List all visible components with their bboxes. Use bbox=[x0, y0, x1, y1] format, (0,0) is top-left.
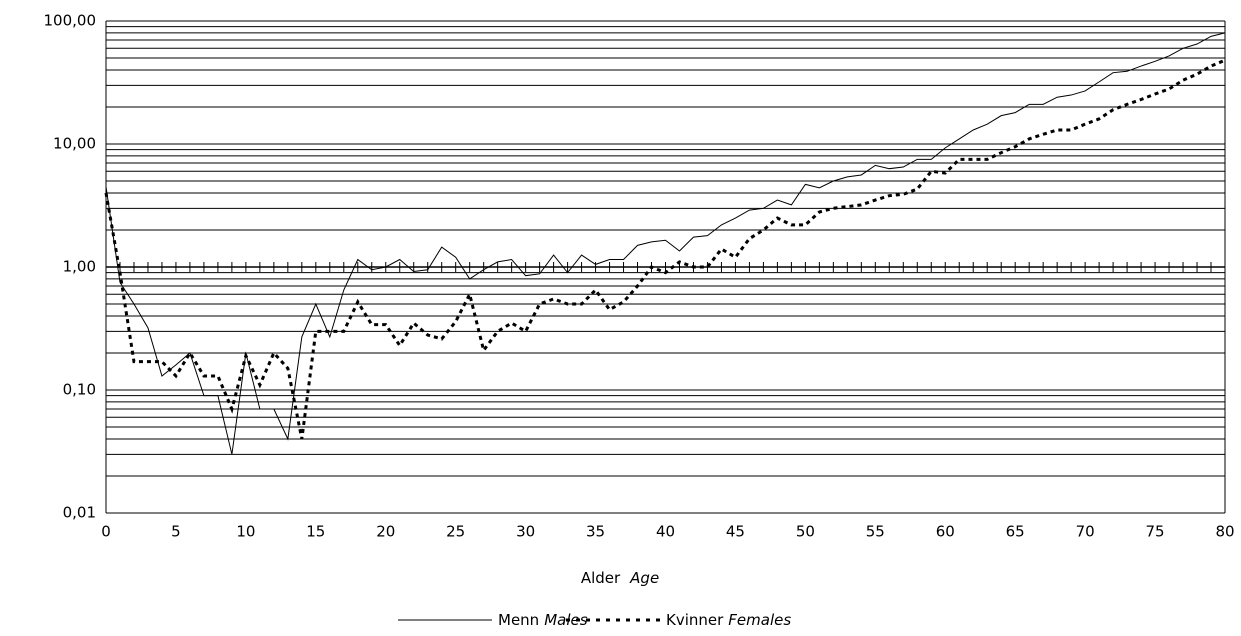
x-tick-label: 40 bbox=[656, 523, 675, 541]
x-tick-label: 75 bbox=[1146, 523, 1165, 541]
x-axis-label: Alder Age bbox=[581, 569, 659, 587]
legend-entry: Menn Males bbox=[498, 611, 588, 629]
y-tick-label: 1,00 bbox=[63, 258, 96, 276]
legend-name: Menn bbox=[498, 611, 539, 629]
x-axis-label-no: Alder bbox=[581, 569, 621, 587]
y-tick-label: 10,00 bbox=[53, 135, 96, 153]
y-tick-label: 0,01 bbox=[63, 504, 96, 522]
x-tick-label: 30 bbox=[516, 523, 535, 541]
y-tick-label: 0,10 bbox=[63, 381, 96, 399]
legend-name: Kvinner bbox=[666, 611, 724, 629]
y-tick-label: 100,00 bbox=[44, 12, 97, 30]
x-tick-label: 10 bbox=[236, 523, 255, 541]
x-tick-label: 35 bbox=[586, 523, 605, 541]
x-tick-label: 0 bbox=[101, 523, 111, 541]
x-tick-label: 70 bbox=[1076, 523, 1095, 541]
x-tick-label: 45 bbox=[726, 523, 745, 541]
x-tick-label: 25 bbox=[446, 523, 465, 541]
series-line bbox=[105, 32, 1226, 455]
x-tick-label: 80 bbox=[1215, 523, 1234, 541]
legend-entry: Kvinner Females bbox=[666, 611, 791, 629]
x-tick-label: 55 bbox=[866, 523, 885, 541]
x-tick-label: 20 bbox=[376, 523, 395, 541]
x-tick-label: 15 bbox=[306, 523, 325, 541]
x-tick-label: 50 bbox=[796, 523, 815, 541]
series-line bbox=[104, 58, 1226, 440]
x-axis-label-en: Age bbox=[629, 569, 659, 587]
x-tick-label: 65 bbox=[1006, 523, 1025, 541]
x-tick-label: 5 bbox=[171, 523, 181, 541]
x-tick-label: 60 bbox=[936, 523, 955, 541]
legend-name-en: Males bbox=[544, 611, 588, 629]
legend-name-en: Females bbox=[728, 611, 791, 629]
